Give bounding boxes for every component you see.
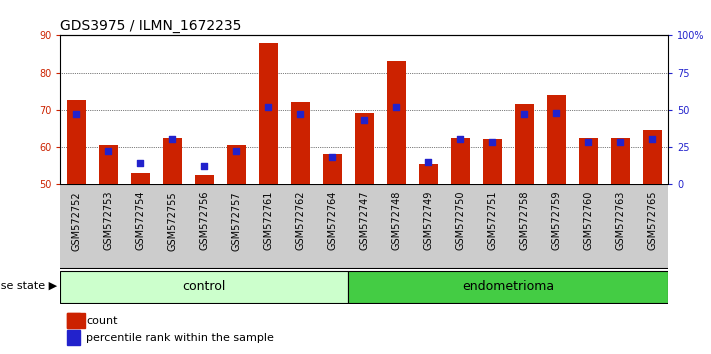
Bar <box>387 62 406 184</box>
Text: GSM572756: GSM572756 <box>199 191 210 250</box>
Text: GSM572750: GSM572750 <box>455 191 466 250</box>
Point <box>614 139 626 145</box>
Bar <box>131 173 150 184</box>
Bar <box>220 184 252 269</box>
Text: GSM572755: GSM572755 <box>167 191 178 251</box>
Bar <box>508 184 540 269</box>
Text: GSM572758: GSM572758 <box>519 191 530 250</box>
Text: control: control <box>183 280 226 292</box>
Bar <box>348 271 668 303</box>
Bar <box>323 154 342 184</box>
Point <box>294 112 306 117</box>
Text: GSM572757: GSM572757 <box>231 191 242 251</box>
Text: GSM572759: GSM572759 <box>551 191 562 250</box>
Point <box>326 154 338 160</box>
Bar <box>412 184 444 269</box>
Point <box>358 117 370 123</box>
Bar <box>188 184 220 269</box>
Bar <box>444 184 476 269</box>
Text: GSM572753: GSM572753 <box>103 191 114 250</box>
Text: GSM572754: GSM572754 <box>135 191 146 250</box>
Point <box>550 110 562 115</box>
Bar <box>67 330 80 345</box>
Point <box>230 149 242 154</box>
Point <box>391 104 402 110</box>
Bar <box>380 184 412 269</box>
Text: GSM572748: GSM572748 <box>391 191 402 250</box>
Text: GSM572751: GSM572751 <box>487 191 498 250</box>
Text: endometrioma: endometrioma <box>462 280 555 292</box>
Bar <box>195 175 214 184</box>
Point <box>166 137 178 142</box>
Bar <box>316 184 348 269</box>
Text: GSM572747: GSM572747 <box>359 191 370 250</box>
Bar <box>355 113 374 184</box>
Bar <box>124 184 156 269</box>
Point <box>486 139 498 145</box>
Point <box>135 160 146 166</box>
Bar <box>156 184 188 269</box>
Point <box>198 164 210 169</box>
Bar <box>92 184 124 269</box>
Bar <box>476 184 508 269</box>
Bar <box>60 184 92 269</box>
Text: GSM572752: GSM572752 <box>71 191 82 251</box>
Bar <box>67 101 86 184</box>
Text: GSM572749: GSM572749 <box>423 191 434 250</box>
Point <box>455 137 466 142</box>
Point <box>71 112 82 117</box>
Bar <box>284 184 316 269</box>
Point <box>583 139 594 145</box>
Point <box>422 159 434 165</box>
Bar <box>348 184 380 269</box>
Text: percentile rank within the sample: percentile rank within the sample <box>86 332 274 343</box>
Text: GDS3975 / ILMN_1672235: GDS3975 / ILMN_1672235 <box>60 19 242 33</box>
Bar <box>67 313 80 328</box>
Bar <box>572 184 604 269</box>
Text: GSM572761: GSM572761 <box>263 191 274 250</box>
Bar <box>547 95 566 184</box>
Bar <box>643 130 662 184</box>
Bar <box>451 138 470 184</box>
Bar <box>163 138 182 184</box>
Bar <box>227 145 246 184</box>
Text: GSM572763: GSM572763 <box>615 191 626 250</box>
Text: GSM572765: GSM572765 <box>647 191 658 250</box>
Point <box>103 149 114 154</box>
Text: GSM572764: GSM572764 <box>327 191 338 250</box>
Bar <box>419 164 438 184</box>
Bar <box>483 139 502 184</box>
Text: GSM572760: GSM572760 <box>583 191 594 250</box>
Bar <box>579 138 598 184</box>
Text: GSM572762: GSM572762 <box>295 191 306 250</box>
Bar <box>259 43 278 184</box>
Bar <box>67 313 85 328</box>
Bar <box>291 102 310 184</box>
Bar <box>60 271 348 303</box>
Bar <box>636 184 668 269</box>
Text: count: count <box>86 315 117 326</box>
Bar <box>611 138 630 184</box>
Bar <box>604 184 636 269</box>
Point <box>647 137 658 142</box>
Point <box>518 112 530 117</box>
Bar <box>99 145 118 184</box>
Bar <box>515 104 534 184</box>
Text: disease state ▶: disease state ▶ <box>0 281 57 291</box>
Bar <box>252 184 284 269</box>
Bar <box>540 184 572 269</box>
Point <box>262 104 274 110</box>
